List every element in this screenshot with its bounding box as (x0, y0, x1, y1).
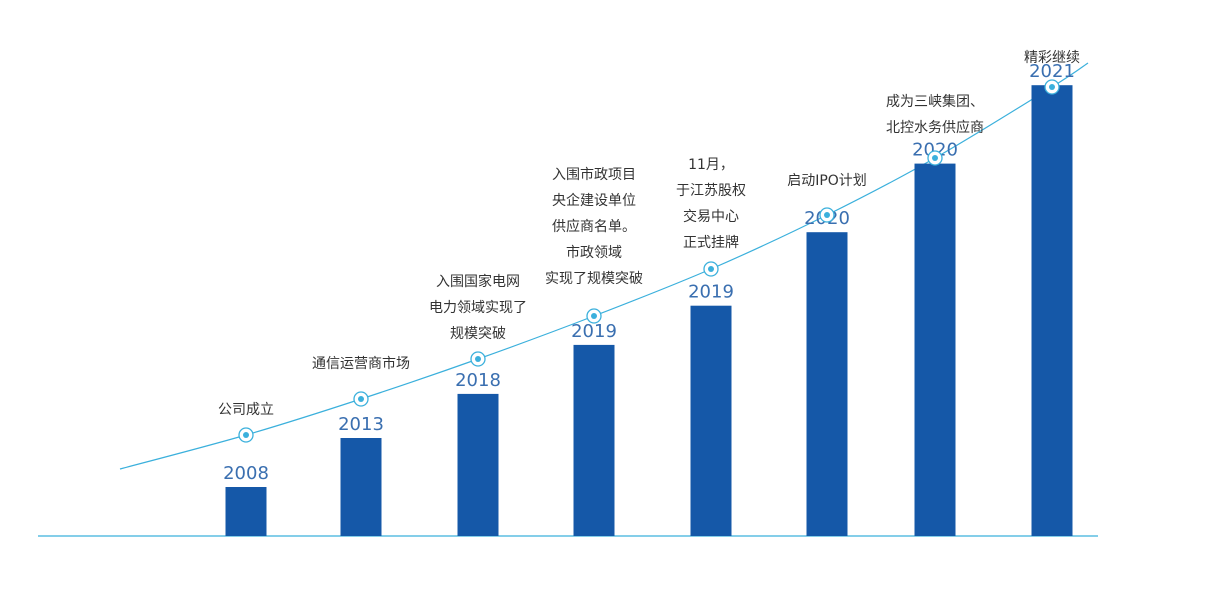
trend-markers-group (238, 79, 1060, 443)
trend-marker-dot (708, 266, 714, 272)
trend-marker-dot (591, 313, 597, 319)
milestone-label: 正式挂牌 (683, 234, 739, 251)
bar-2020 (914, 163, 956, 536)
milestone-label: 电力领域实现了 (429, 300, 527, 316)
growth-trend-curve (119, 62, 1089, 470)
year-label: 2019 (688, 282, 734, 303)
trend-marker-dot (358, 396, 364, 402)
bars-group (225, 85, 1073, 536)
year-label: 2013 (338, 414, 384, 435)
milestone-label: 央企建设单位 (552, 192, 636, 209)
milestone-label: 入围市政项目 (552, 166, 636, 183)
year-label: 2008 (223, 463, 269, 484)
trend-marker-dot (1049, 84, 1055, 90)
bar-2019 (573, 344, 615, 536)
year-label: 2020 (912, 140, 958, 161)
trend-marker-dot (475, 356, 481, 362)
milestone-label: 成为三峡集团、 (886, 93, 984, 110)
milestone-label: 公司成立 (218, 402, 274, 418)
milestone-label: 入围国家电网 (436, 273, 520, 290)
milestone-label: 规模突破 (450, 326, 506, 342)
milestone-label: 通信运营商市场 (312, 355, 410, 372)
bar-2013 (340, 438, 382, 536)
milestone-label: 供应商名单。 (552, 218, 636, 235)
bar-2008 (225, 487, 267, 536)
milestone-label: 交易中心 (683, 208, 739, 225)
milestone-label: 于江苏股权 (676, 183, 746, 199)
milestone-label: 11月， (688, 157, 734, 173)
trend-marker-dot (824, 212, 830, 218)
year-labels-group: 20082013201820192019202020202021 (223, 61, 1075, 484)
milestone-label: 精彩继续 (1024, 49, 1080, 66)
milestone-label: 启动IPO计划 (787, 173, 867, 189)
bar-2020 (806, 232, 848, 536)
milestone-label: 实现了规模突破 (545, 271, 643, 287)
year-label: 2019 (571, 321, 617, 342)
bar-2019 (690, 305, 732, 536)
year-label: 2018 (455, 370, 501, 391)
milestone-label: 北控水务供应商 (886, 119, 984, 136)
milestone-label: 市政领域 (566, 244, 622, 261)
bar-2021 (1031, 85, 1073, 536)
trend-marker-dot (932, 155, 938, 161)
bar-2018 (457, 393, 499, 536)
year-label: 2021 (1029, 61, 1075, 82)
trend-marker-dot (243, 432, 249, 438)
